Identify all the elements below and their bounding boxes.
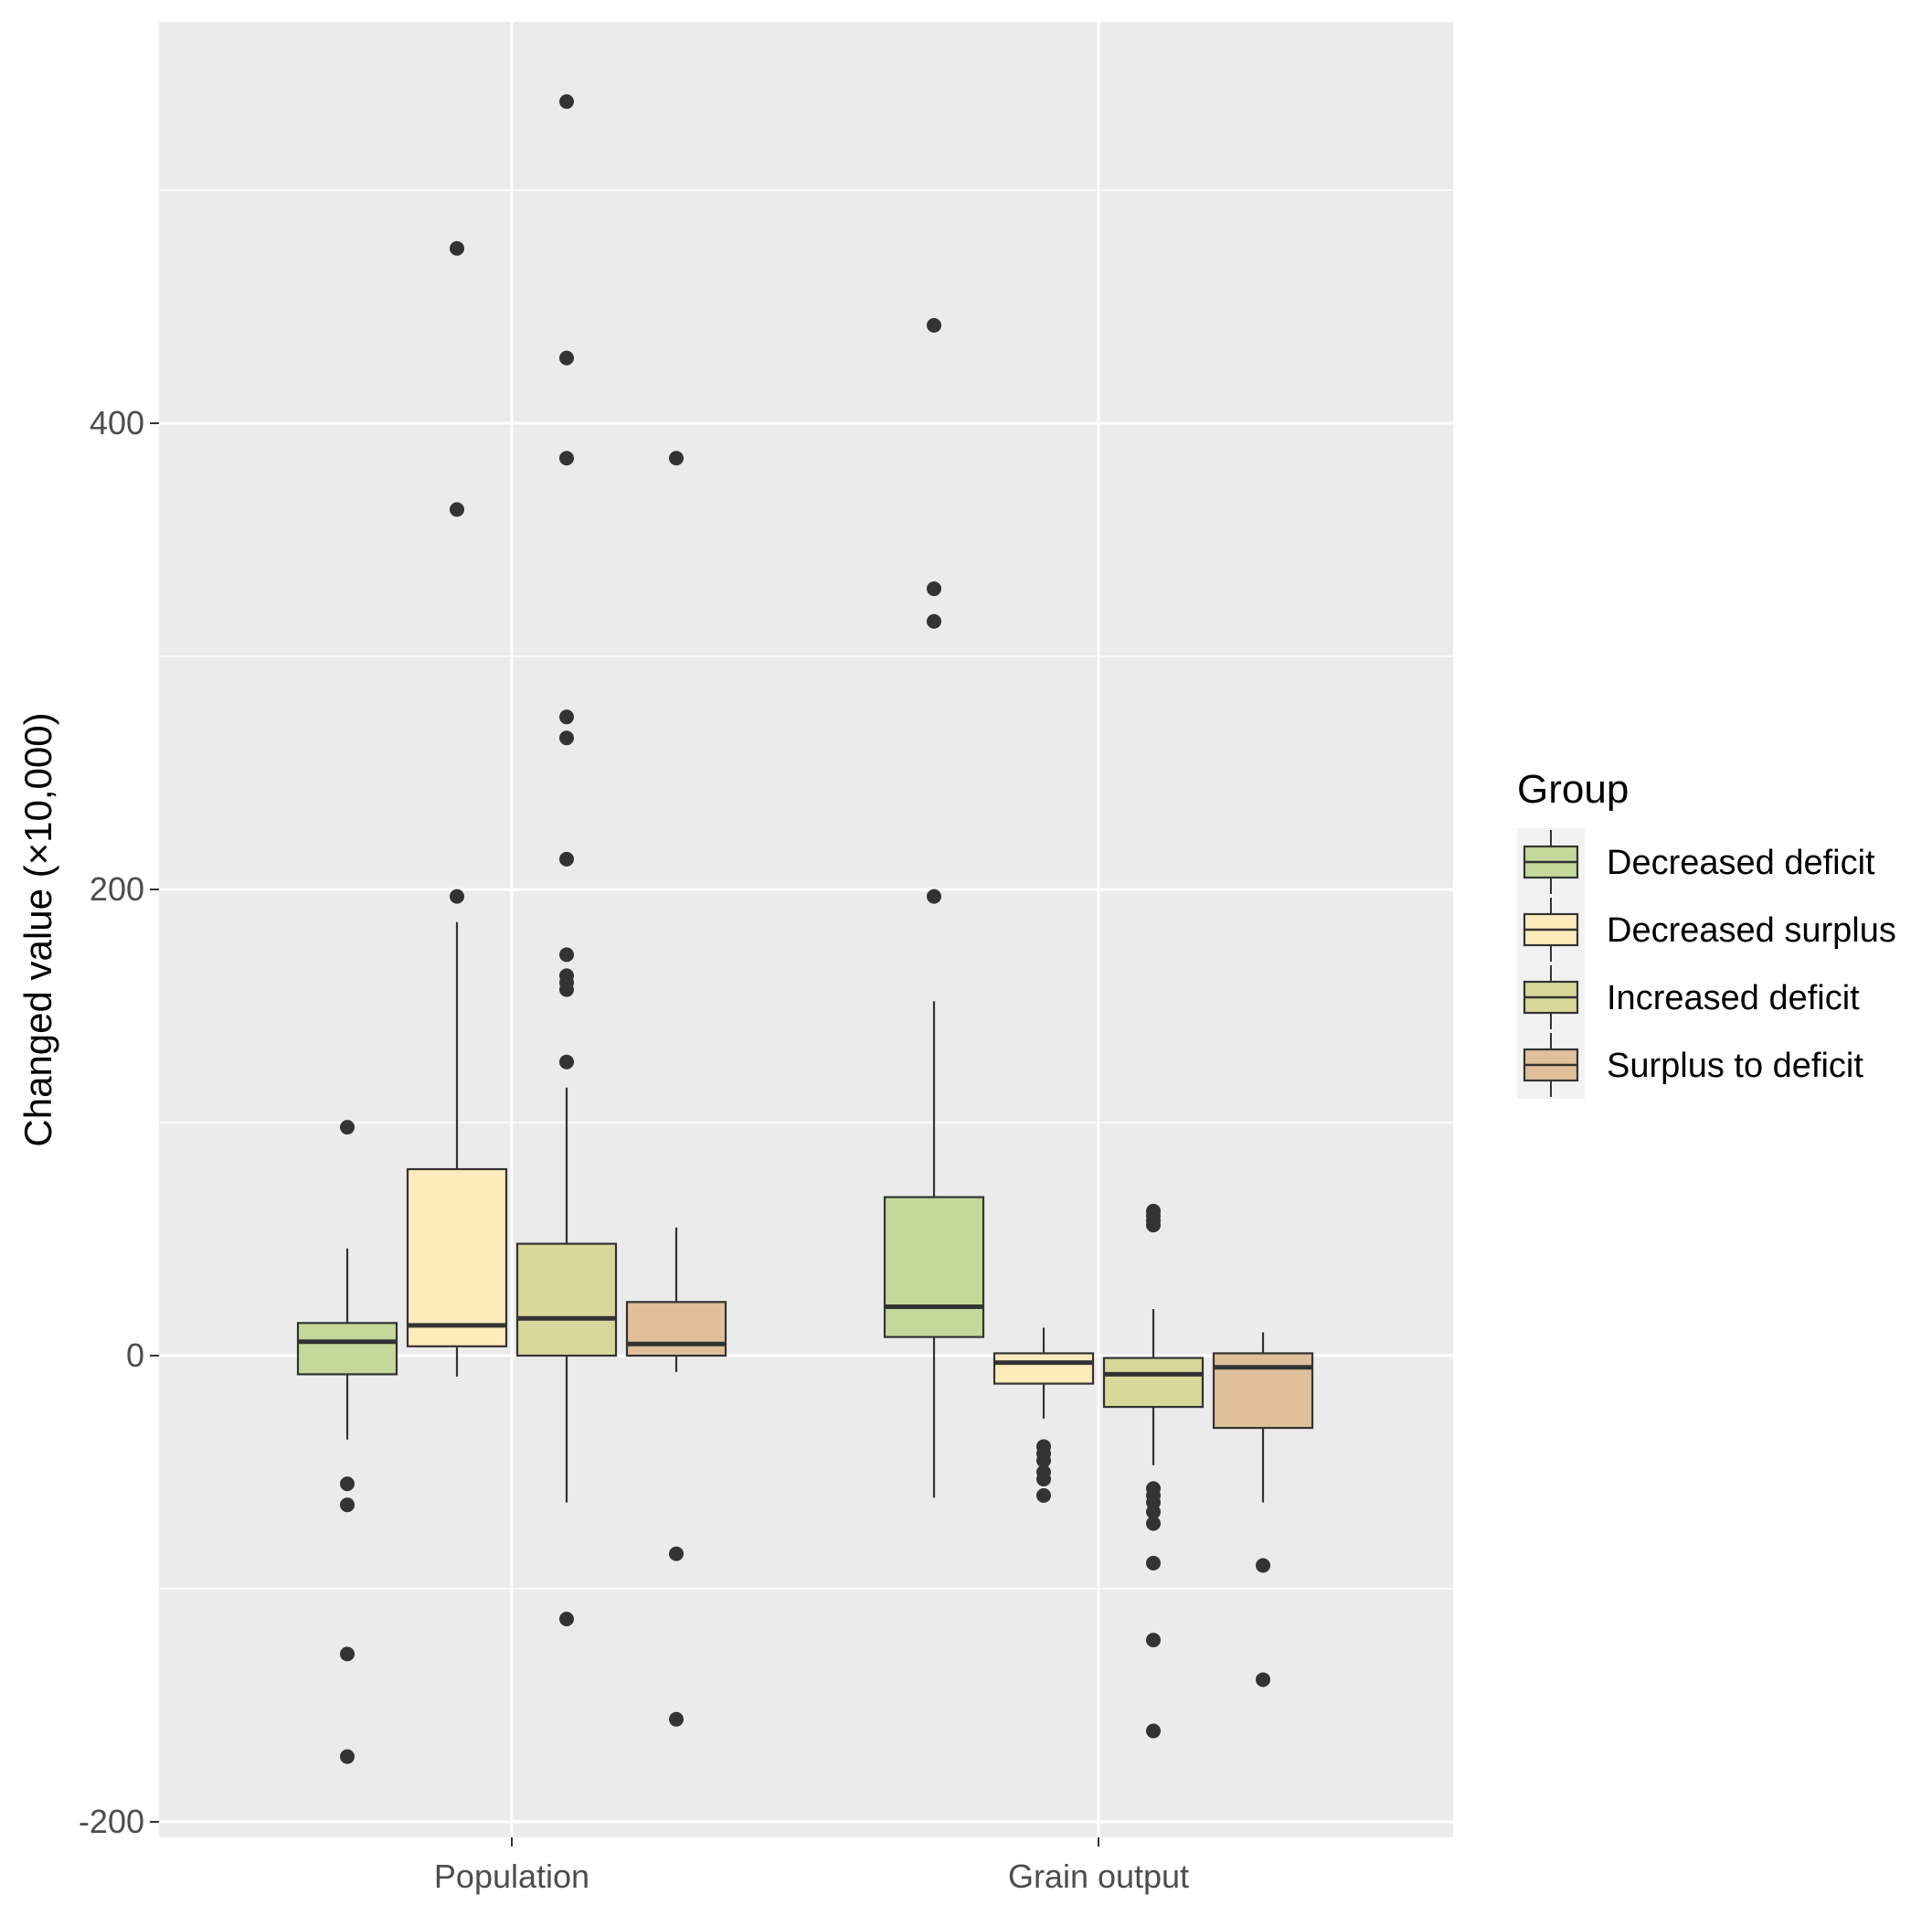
y-axis-title: Changed value (×10,000) (16, 712, 59, 1146)
legend-title: Group (1517, 767, 1629, 812)
outlier-point (559, 1054, 574, 1070)
x-tick-label: Population (434, 1857, 589, 1895)
outlier-point (669, 451, 684, 466)
x-tick-label: Grain output (1008, 1857, 1189, 1895)
outlier-point (1036, 1472, 1051, 1487)
outlier-point (340, 1120, 355, 1135)
box-body (1102, 1357, 1205, 1409)
box-body (993, 1352, 1095, 1385)
outlier-point (559, 451, 574, 466)
outlier-point (1256, 1558, 1270, 1573)
outlier-point (927, 581, 941, 597)
box-body (883, 1196, 985, 1338)
y-tick-label: 200 (90, 870, 144, 908)
outlier-point (559, 709, 574, 725)
outlier-point (1146, 1504, 1161, 1519)
legend-item: Decreased surplus (1523, 898, 1896, 962)
outlier-point (1146, 1723, 1161, 1739)
outlier-point (340, 1497, 355, 1513)
outlier-point (927, 889, 941, 904)
box-1-1 (993, 1327, 1095, 1503)
legend-label: Decreased deficit (1607, 844, 1875, 882)
box-2-1 (1102, 1203, 1205, 1739)
outlier-point (669, 1546, 684, 1561)
outlier-point (1256, 1672, 1270, 1687)
outlier-point (1146, 1555, 1161, 1570)
outlier-point (1036, 1488, 1051, 1503)
box-3-1 (1212, 1332, 1314, 1687)
y-tick-label: 0 (126, 1336, 144, 1374)
box-3-0 (625, 451, 727, 1727)
outlier-point (450, 502, 464, 517)
outlier-point (559, 94, 574, 110)
box-layer (296, 94, 1314, 1764)
box-0-0 (296, 1120, 398, 1764)
outlier-point (1146, 1516, 1161, 1531)
box-body (1212, 1352, 1314, 1430)
outlier-point (450, 889, 464, 904)
axes: -200 0 200 400 Population Grain output (79, 404, 1189, 1895)
plot-panel (159, 22, 1453, 1837)
box-body (406, 1167, 508, 1347)
outlier-point (559, 350, 574, 366)
outlier-point (340, 1749, 355, 1764)
outlier-point (669, 1711, 684, 1727)
outlier-point (559, 982, 574, 997)
outlier-point (559, 947, 574, 963)
box-1-0 (406, 240, 508, 1377)
outlier-point (1146, 1218, 1161, 1233)
outlier-point (927, 317, 941, 333)
outlier-point (1146, 1633, 1161, 1648)
legend: Group Decreased deficit Decreased surplus… (1517, 767, 1896, 1099)
y-tick-label: -200 (79, 1803, 144, 1840)
legend-item: Decreased deficit (1523, 830, 1875, 894)
outlier-point (450, 240, 464, 256)
outlier-point (1036, 1453, 1051, 1468)
box-2-0 (515, 94, 618, 1627)
legend-label: Decreased surplus (1607, 911, 1896, 950)
outlier-point (559, 730, 574, 746)
grid-minor (159, 189, 1453, 1590)
outlier-point (340, 1476, 355, 1492)
y-tick-label: 400 (90, 404, 144, 442)
legend-label: Increased deficit (1607, 979, 1860, 1017)
legend-item: Surplus to deficit (1523, 1033, 1863, 1097)
box-body (625, 1301, 727, 1357)
box-body (515, 1242, 618, 1357)
outlier-point (559, 851, 574, 867)
outlier-point (340, 1646, 355, 1662)
outlier-point (927, 613, 941, 629)
legend-label: Surplus to deficit (1607, 1047, 1863, 1085)
box-body (296, 1322, 398, 1376)
box-0-1 (883, 317, 985, 1498)
outlier-point (559, 1612, 574, 1627)
legend-item: Increased deficit (1523, 965, 1860, 1029)
